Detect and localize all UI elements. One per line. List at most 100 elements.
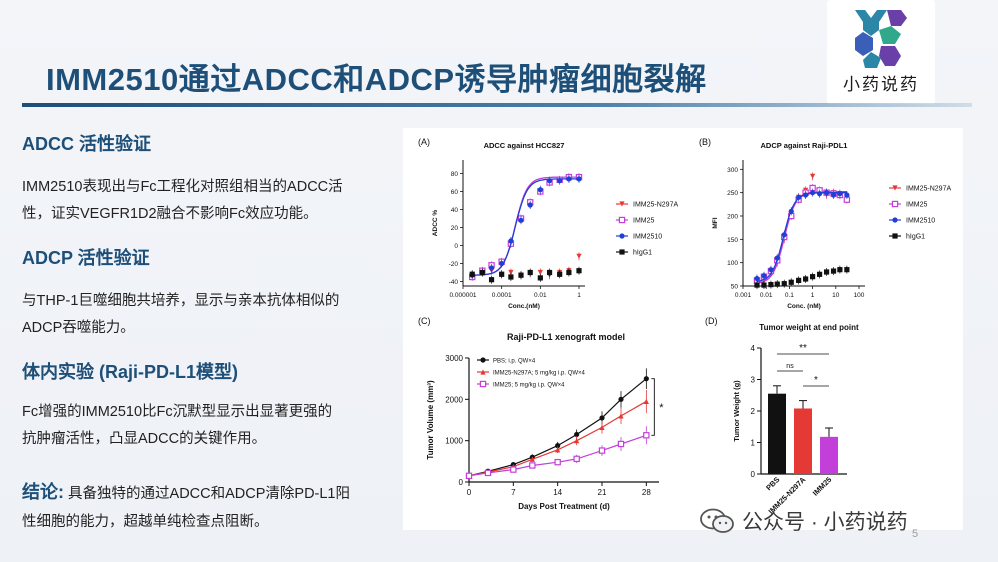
bar-IMM25 <box>820 436 838 474</box>
adcc-text-line2: 性，证实VEGFR1D2融合不影响Fc效应功能。 <box>22 206 318 222</box>
data-point <box>774 281 780 287</box>
panel-letter: (C) <box>418 316 431 326</box>
chart-title: ADCC against HCC827 <box>484 141 565 150</box>
x-tick-label: IMM25 <box>811 475 834 498</box>
data-point <box>823 190 830 196</box>
data-point <box>830 192 837 198</box>
y-tick-label: 0 <box>454 243 458 250</box>
legend-label: IMM2510 <box>906 218 935 225</box>
data-point <box>479 269 485 276</box>
y-tick-label: 2000 <box>445 395 463 404</box>
legend-marker <box>891 200 899 208</box>
data-point <box>643 432 650 439</box>
series-curve-IMM25 <box>472 176 579 276</box>
legend-label: IMM25 <box>906 202 928 209</box>
y-tick-label: 200 <box>727 214 738 221</box>
legend-marker <box>892 217 898 223</box>
chart-D: (D) Tumor weight at end point 0 1 2 3 4 Tumor W… <box>705 316 859 516</box>
logo-box: 小药说药 <box>827 0 935 104</box>
y-tick-label: 60 <box>451 189 459 196</box>
data-point <box>546 178 553 184</box>
data-point <box>816 271 823 277</box>
series-curve-IMM2510 <box>472 178 579 276</box>
legend-marker <box>480 369 486 375</box>
data-point <box>510 466 517 473</box>
x-tick-label: 0.1 <box>785 292 794 299</box>
bar-PBS <box>768 393 786 474</box>
y-tick-label: 250 <box>727 190 738 197</box>
x-tick-label: 0.001 <box>735 292 752 299</box>
adcp-text-line2: ADCP吞噬能力。 <box>22 320 135 336</box>
x-tick-label: 0.0001 <box>492 292 512 299</box>
x-tick-label: 10 <box>832 292 840 299</box>
panel-letter: (D) <box>705 316 718 326</box>
data-point <box>823 269 830 275</box>
data-point <box>499 260 505 267</box>
data-point <box>574 431 580 438</box>
data-point <box>574 438 580 444</box>
brand-logo-icon <box>855 10 907 68</box>
data-point <box>484 469 492 477</box>
data-point <box>599 415 605 421</box>
data-point <box>810 190 816 196</box>
x-tick-label: 1 <box>811 292 815 299</box>
logo-text: 小药说药 <box>843 75 919 94</box>
data-point <box>527 202 533 208</box>
y-axis-label: Tumor Volume (mm³) <box>426 380 435 460</box>
x-tick-label: 7 <box>511 488 516 497</box>
x-tick-label: 0 <box>467 488 472 497</box>
legend-label: hIgG1 <box>906 234 925 241</box>
chart-C: (C) Raji-PD-L1 xenograft model 0 1000 2000 30… <box>418 316 664 511</box>
data-point <box>469 271 475 277</box>
x-tick-label: 21 <box>598 488 607 497</box>
x-tick-label: 100 <box>854 292 865 299</box>
legend-marker <box>480 357 486 363</box>
y-axis-label: MFI <box>712 217 719 228</box>
y-tick-label: 40 <box>451 207 459 214</box>
adcp-heading: ADCP 活性验证 <box>22 248 150 268</box>
invivo-text-line1: Fc增强的IMM2510比Fc沉默型显示出显著更强的 <box>22 404 333 420</box>
x-axis-label: Days Post Treatment (d) <box>518 502 610 511</box>
significance-label: ** <box>799 343 807 354</box>
chart-A: (A) ADCC against HCC827 -40 -20 0 20 40 60 80 0.0… <box>418 137 678 310</box>
data-point <box>555 443 561 449</box>
significance-label: ns <box>786 363 794 370</box>
data-point <box>508 269 514 276</box>
panel-letter: (A) <box>418 137 430 147</box>
y-tick-label: 50 <box>731 284 739 291</box>
y-axis-label: ADCC % <box>432 210 439 237</box>
significance-star: * <box>659 402 664 414</box>
y-tick-label: 0 <box>751 470 756 479</box>
chart-title: ADCP against Raji-PDL1 <box>761 141 848 150</box>
data-point <box>529 462 536 469</box>
data-point <box>576 253 582 259</box>
y-tick-label: 80 <box>451 171 459 178</box>
data-point <box>618 396 624 402</box>
data-point <box>803 192 809 198</box>
data-point <box>508 274 514 280</box>
figure-panel: (A) ADCC against HCC827 -40 -20 0 20 40 60 80 0.0… <box>403 128 963 530</box>
data-point <box>844 267 850 273</box>
legend-label: IMM2510 <box>633 234 662 241</box>
invivo-text-line2: 抗肿瘤活性，凸显ADCC的关键作用。 <box>22 431 267 447</box>
legend-label: IMM25-N297A <box>906 186 951 193</box>
data-point <box>788 279 794 285</box>
significance-bracket <box>651 378 655 436</box>
data-point <box>465 472 473 480</box>
data-point <box>774 255 780 261</box>
significance-label: * <box>814 375 818 386</box>
conclusion-label: 结论: <box>22 482 64 502</box>
legend-marker <box>479 380 487 388</box>
y-tick-label: -20 <box>449 261 459 268</box>
legend-marker <box>892 185 898 191</box>
data-point <box>566 269 572 276</box>
y-tick-label: 300 <box>727 167 738 174</box>
wechat-icon <box>700 508 734 533</box>
legend-label: IMM25 <box>633 218 655 225</box>
data-point <box>643 398 649 404</box>
data-point <box>557 271 563 277</box>
data-point <box>810 274 816 280</box>
legend-label: IMM25-N297A; 5 mg/kg i.p. QW×4 <box>493 371 586 377</box>
data-point <box>761 273 767 279</box>
y-tick-label: 2 <box>751 407 756 416</box>
